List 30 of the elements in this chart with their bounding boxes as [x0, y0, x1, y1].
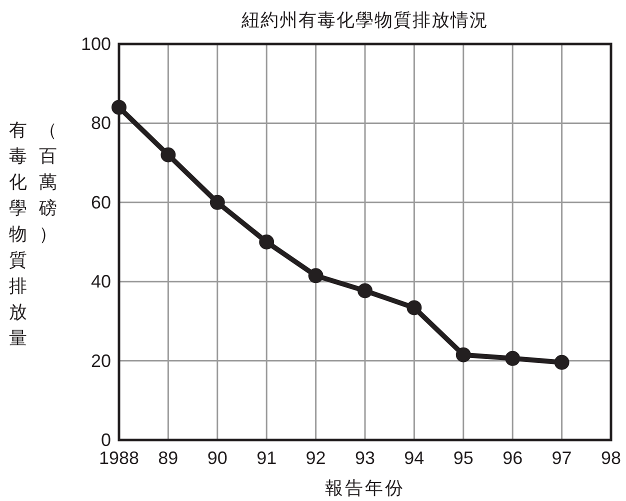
x-tick-label: 94: [404, 448, 424, 468]
point: [210, 194, 225, 210]
point: [308, 268, 324, 284]
y-tick-label: 60: [90, 192, 111, 212]
y-tick-label: 80: [90, 113, 111, 134]
x-axis-title: 報告年份: [325, 478, 405, 499]
x-tick-label: 93: [354, 448, 376, 468]
point: [456, 347, 471, 362]
point: [160, 147, 176, 162]
x-tick-label: 98: [600, 448, 622, 468]
y-tick-label: 0: [100, 430, 111, 450]
x-tick-label: 95: [453, 448, 474, 468]
x-tick-label: 90: [207, 448, 228, 468]
x-tick-label: 89: [158, 448, 178, 468]
y-tick-label: 40: [90, 272, 111, 292]
x-tick-label: 91: [256, 448, 277, 468]
point: [358, 283, 372, 298]
x-tick-label: 92: [306, 448, 326, 468]
chart-title: 紐約州有毒化學物質排放情況: [240, 10, 488, 31]
point: [259, 234, 274, 250]
x-tick-label: 97: [552, 448, 572, 468]
text: 有毒化學物質排放量（百萬磅）: [9, 120, 57, 349]
point: [554, 354, 570, 370]
point: [112, 100, 126, 115]
x-tick-label: 96: [502, 448, 523, 468]
x-tick-label: 1988: [98, 448, 140, 468]
point: [505, 350, 520, 366]
y-tick-label: 100: [80, 34, 111, 54]
y-tick-label: 20: [90, 350, 111, 371]
point: [406, 300, 422, 316]
